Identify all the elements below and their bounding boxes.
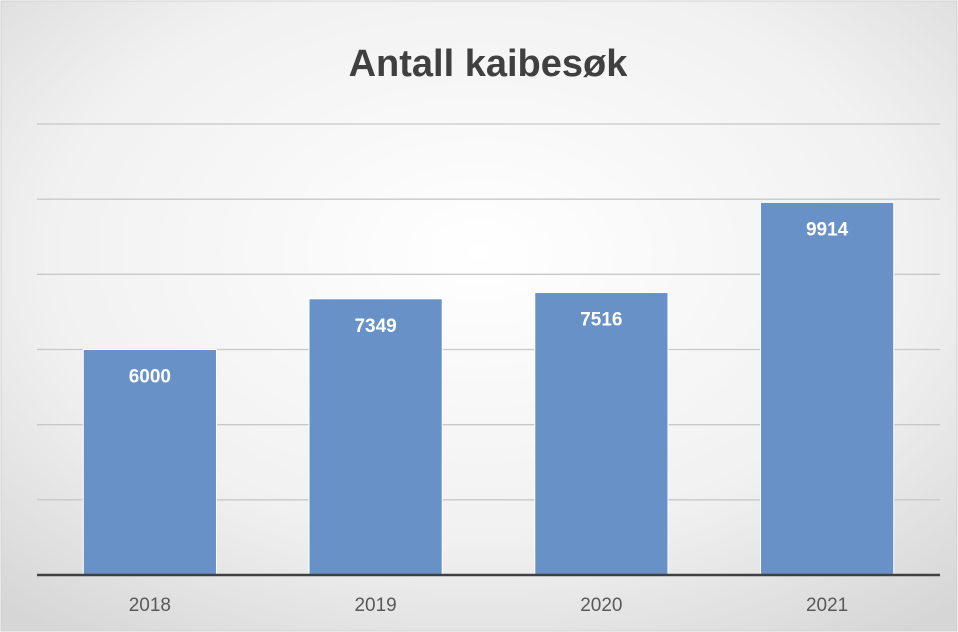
x-tick-label: 2020 xyxy=(580,595,622,616)
data-label: 7516 xyxy=(580,310,622,331)
x-tick-label: 2018 xyxy=(129,595,171,616)
bar xyxy=(534,292,669,576)
bar xyxy=(82,349,217,576)
chart-title: Antall kaibesøk xyxy=(349,43,629,85)
x-tick-label: 2021 xyxy=(806,595,848,616)
data-label: 6000 xyxy=(129,367,171,388)
data-label: 7349 xyxy=(354,316,396,337)
bar xyxy=(760,201,895,576)
x-tick-label: 2019 xyxy=(354,595,396,616)
data-label: 9914 xyxy=(806,219,849,240)
bar xyxy=(308,298,443,576)
